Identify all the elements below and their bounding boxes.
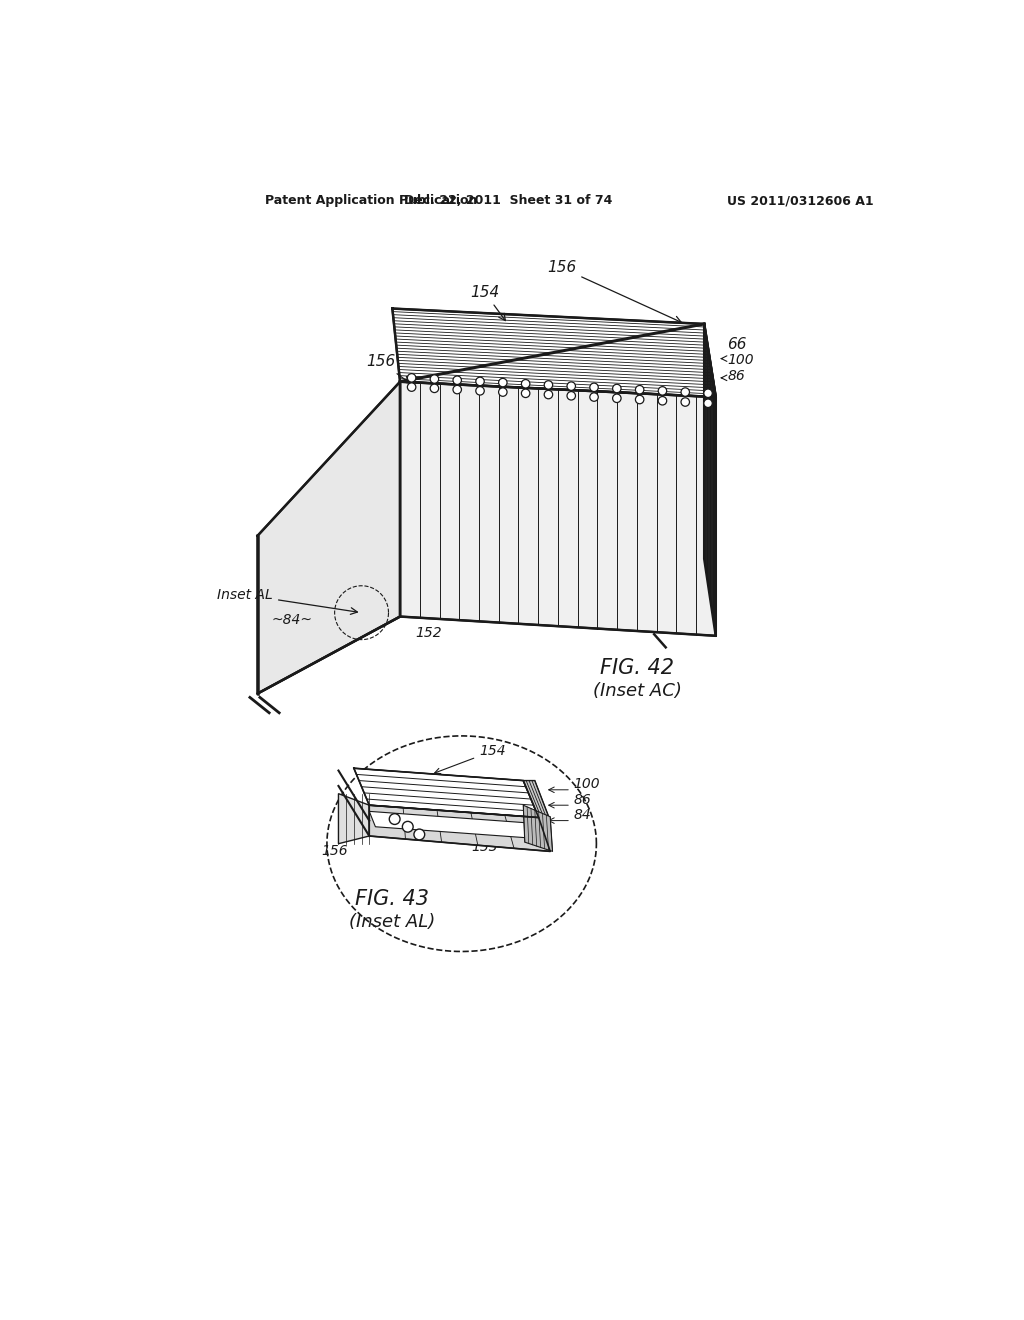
Circle shape bbox=[544, 391, 553, 399]
Polygon shape bbox=[370, 805, 550, 851]
Circle shape bbox=[414, 829, 425, 840]
Circle shape bbox=[408, 374, 416, 381]
Circle shape bbox=[567, 392, 575, 400]
Circle shape bbox=[658, 396, 667, 405]
Text: ~84~: ~84~ bbox=[271, 614, 312, 627]
Text: Inset AL: Inset AL bbox=[217, 587, 357, 614]
Text: 154: 154 bbox=[470, 285, 506, 321]
Circle shape bbox=[681, 388, 689, 396]
Text: 156: 156 bbox=[547, 260, 681, 322]
Circle shape bbox=[430, 384, 438, 392]
Text: (Inset AL): (Inset AL) bbox=[349, 913, 435, 931]
Text: 156: 156 bbox=[367, 354, 410, 383]
Polygon shape bbox=[258, 381, 400, 693]
Polygon shape bbox=[523, 780, 550, 821]
Polygon shape bbox=[354, 768, 539, 817]
Polygon shape bbox=[339, 793, 370, 843]
Circle shape bbox=[658, 387, 667, 395]
Polygon shape bbox=[400, 381, 716, 636]
Circle shape bbox=[703, 389, 713, 397]
Polygon shape bbox=[370, 812, 545, 840]
Polygon shape bbox=[523, 805, 553, 851]
Circle shape bbox=[476, 378, 484, 385]
Text: FIG. 42: FIG. 42 bbox=[600, 659, 674, 678]
Polygon shape bbox=[392, 309, 716, 397]
Text: 86: 86 bbox=[573, 792, 591, 807]
Circle shape bbox=[590, 393, 598, 401]
Text: 153: 153 bbox=[471, 841, 498, 854]
Text: 152: 152 bbox=[460, 810, 486, 825]
Text: 100: 100 bbox=[727, 352, 754, 367]
Circle shape bbox=[521, 389, 529, 397]
Circle shape bbox=[636, 385, 644, 393]
Circle shape bbox=[636, 395, 644, 404]
Text: US 2011/0312606 A1: US 2011/0312606 A1 bbox=[727, 194, 873, 207]
Text: 86: 86 bbox=[727, 370, 745, 383]
Circle shape bbox=[453, 376, 462, 384]
Text: 154: 154 bbox=[434, 744, 506, 774]
Text: FIG. 43: FIG. 43 bbox=[355, 890, 429, 909]
Circle shape bbox=[612, 395, 622, 403]
Text: 152: 152 bbox=[416, 627, 442, 640]
Text: Patent Application Publication: Patent Application Publication bbox=[265, 194, 477, 207]
Polygon shape bbox=[705, 323, 716, 636]
Circle shape bbox=[703, 399, 713, 408]
Text: 100: 100 bbox=[573, 777, 600, 791]
Circle shape bbox=[402, 821, 413, 832]
Circle shape bbox=[453, 385, 462, 393]
Circle shape bbox=[499, 388, 507, 396]
Circle shape bbox=[499, 379, 507, 387]
Circle shape bbox=[544, 380, 553, 389]
Text: 84: 84 bbox=[573, 808, 591, 822]
Circle shape bbox=[430, 375, 438, 383]
Circle shape bbox=[590, 383, 598, 392]
Circle shape bbox=[389, 813, 400, 825]
Text: 156: 156 bbox=[322, 845, 348, 858]
Circle shape bbox=[612, 384, 622, 393]
Circle shape bbox=[521, 380, 529, 388]
Text: (Inset AC): (Inset AC) bbox=[593, 682, 681, 700]
Circle shape bbox=[681, 397, 689, 407]
Circle shape bbox=[476, 387, 484, 395]
Text: Dec. 22, 2011  Sheet 31 of 74: Dec. 22, 2011 Sheet 31 of 74 bbox=[403, 194, 612, 207]
Text: 66: 66 bbox=[727, 338, 746, 352]
Circle shape bbox=[567, 381, 575, 391]
Circle shape bbox=[408, 383, 416, 391]
